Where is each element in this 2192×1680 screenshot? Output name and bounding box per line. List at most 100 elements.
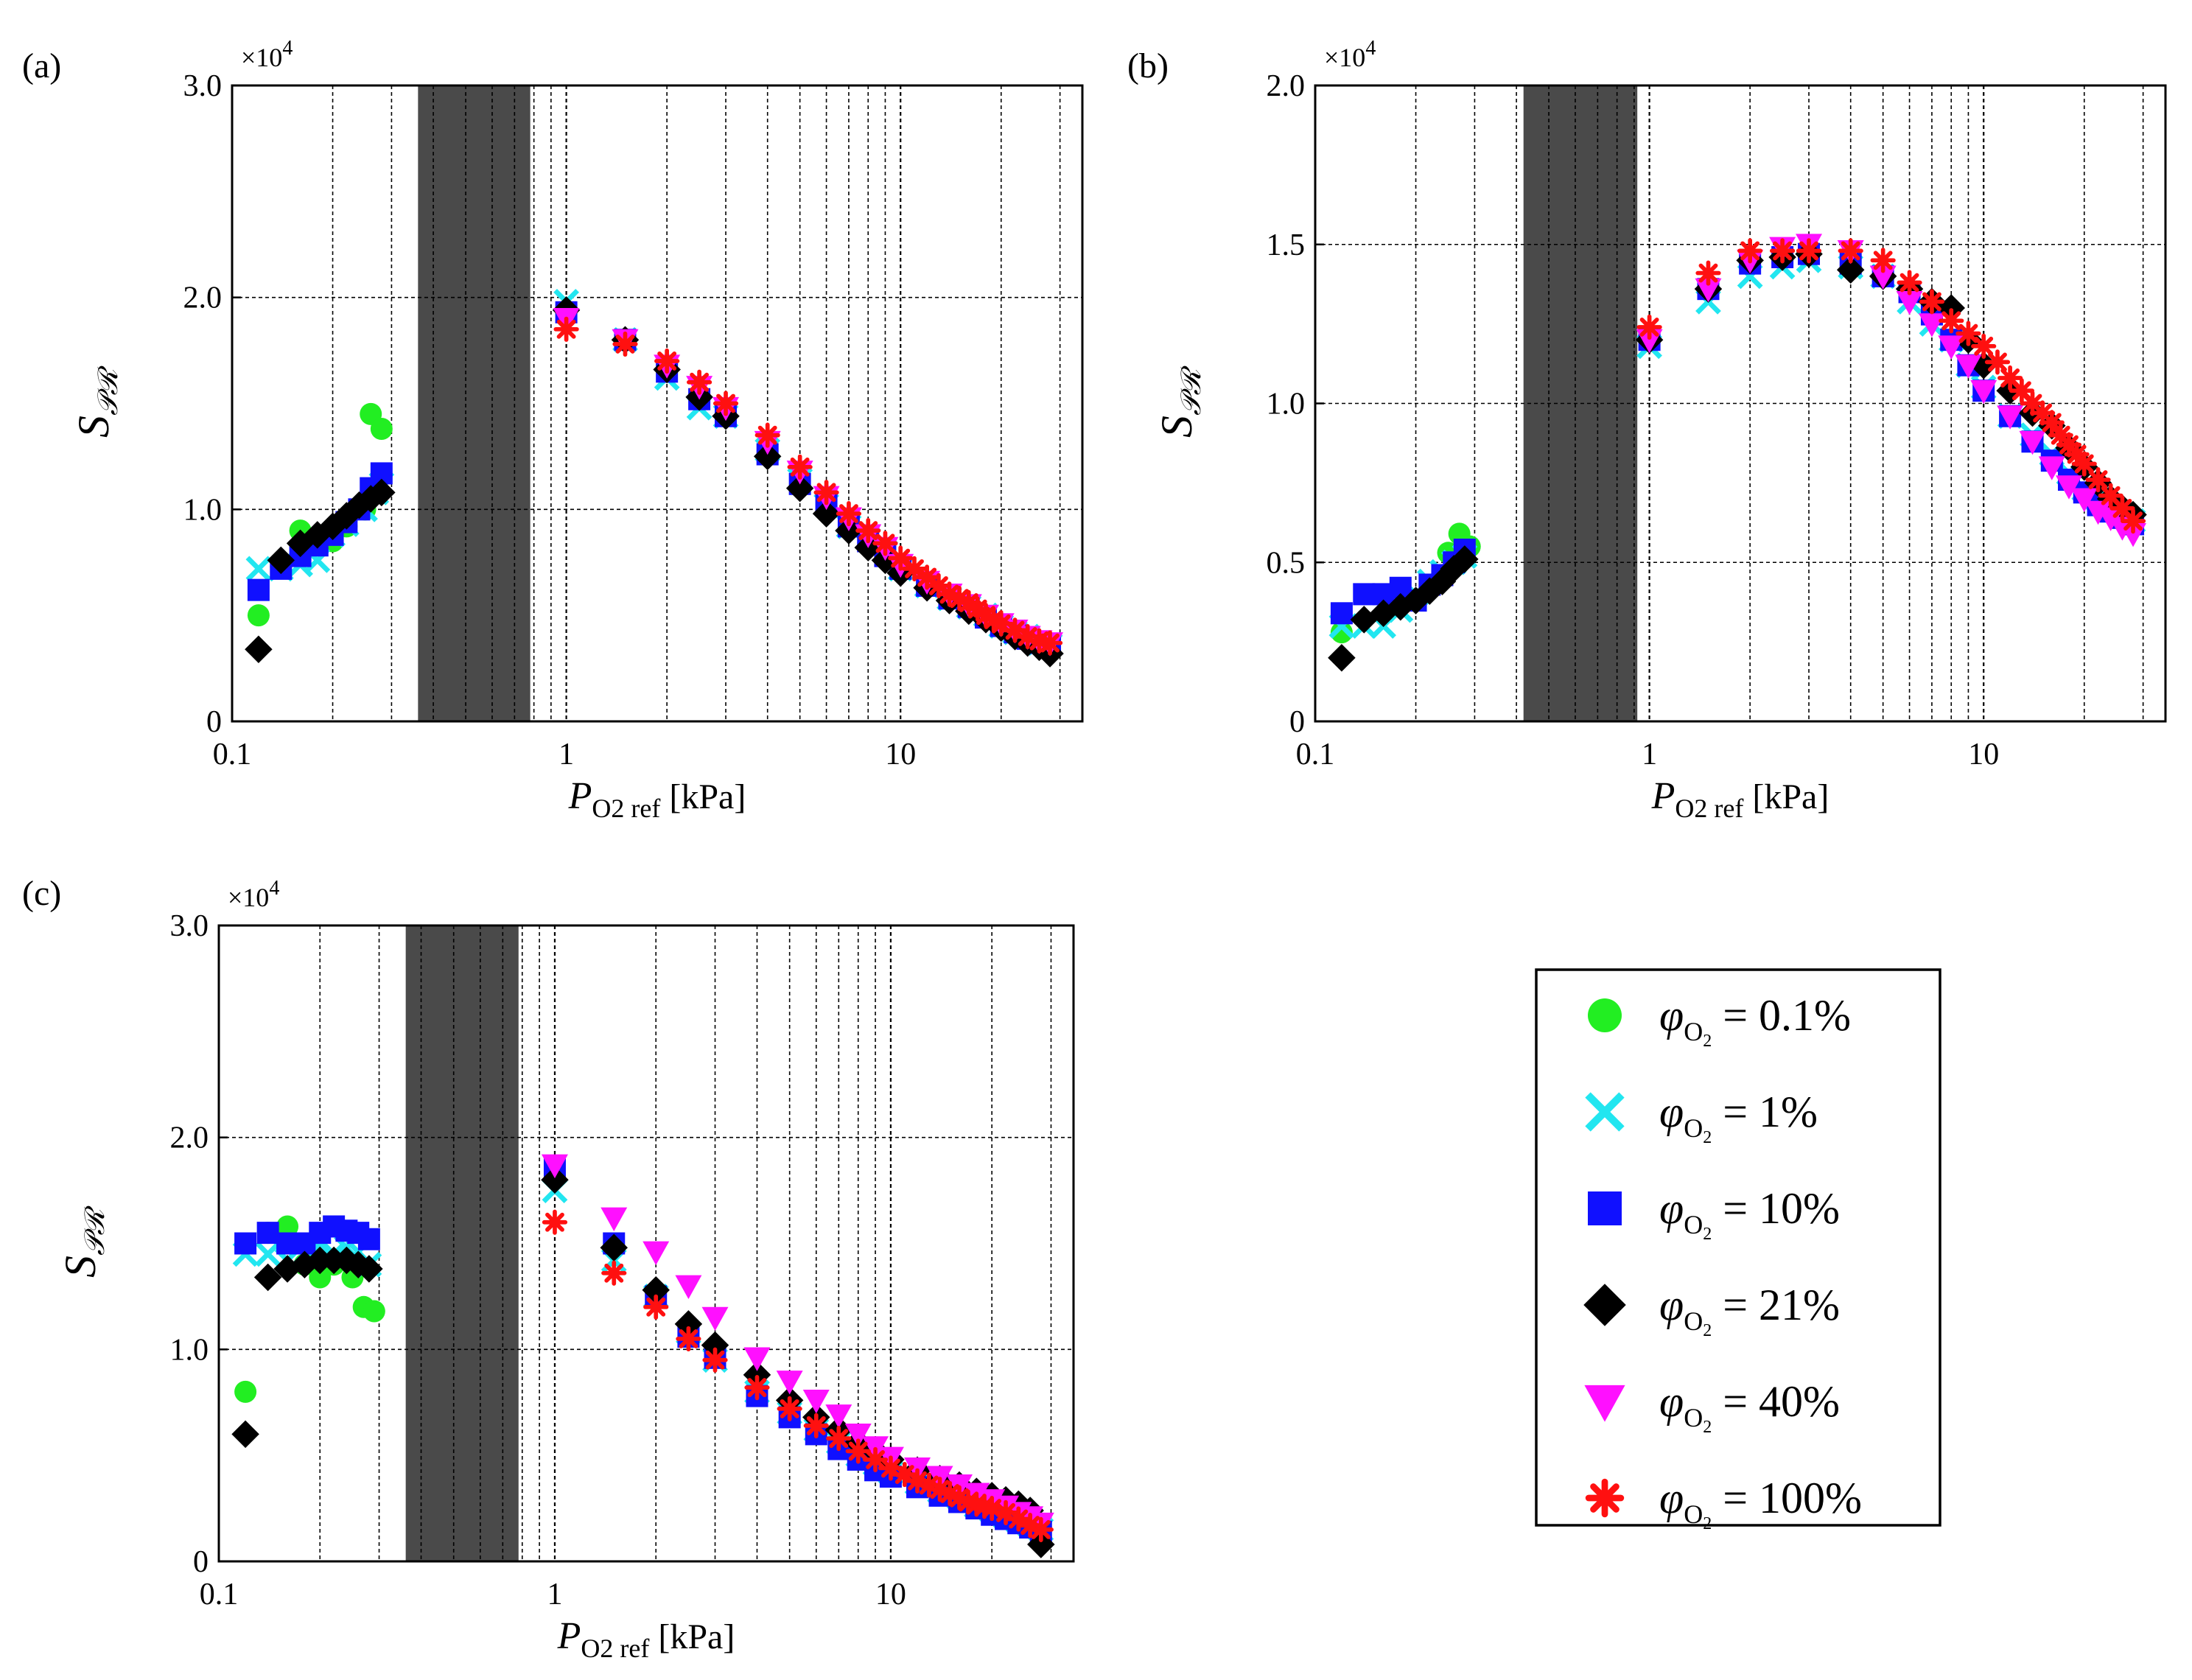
marker-triangle [1918,313,1945,337]
marker-x [255,1241,281,1267]
marker-asterisk [979,1495,1005,1522]
marker-asterisk [872,531,898,556]
x-tick-label: 10 [885,738,916,771]
y-tick-label: 0.5 [1267,546,1306,580]
x-tick-label: 0.1 [213,738,252,771]
marker-asterisk [901,556,928,581]
marker-asterisk [2098,483,2123,508]
y-tick-label: 2.0 [1267,69,1306,103]
marker-asterisk [1897,270,1922,295]
marker-asterisk [2071,451,2097,477]
marker-diamond [253,1263,282,1292]
marker-diamond [267,546,295,575]
marker-triangle [802,1389,830,1414]
marker-asterisk [1002,617,1028,643]
y-tick-label: 1.0 [183,493,223,527]
marker-asterisk [1939,308,1964,334]
x-axis-label: PO2 ref [kPa] [1651,775,1829,823]
marker-diamond [785,474,814,503]
y-tick-label: 3.0 [170,909,209,943]
marker-asterisk [1971,333,1997,359]
marker-asterisk [654,348,680,374]
marker-asterisk [2109,495,2135,521]
marker-asterisk [946,586,973,612]
marker-asterisk [1955,321,1981,346]
marker-square [357,1228,380,1250]
marker-asterisk [878,1455,904,1481]
plot-frame [217,924,1075,1563]
marker-asterisk [946,1485,973,1511]
marker-asterisk [813,480,839,505]
marker-asterisk [1984,349,2011,375]
marker-square [256,1222,279,1245]
marker-asterisk [1585,1478,1625,1518]
legend-item: φO2 = 0.1% [1588,991,1851,1051]
marker-triangle [743,1347,771,1371]
marker-circle [1330,621,1353,644]
marker-triangle [2038,456,2065,480]
legend: φO2 = 0.1% φO2 = 1% φO2 = 10% φO2 = 21% φO2 … [1535,968,1941,1533]
marker-asterisk [1636,314,1662,340]
marker-asterisk [1028,1516,1054,1542]
marker-asterisk [1997,365,2023,391]
y-tick-label: 0 [206,705,222,739]
y-tick-label: 3.0 [183,69,223,103]
marker-circle [234,1380,257,1403]
y-tick-label: 1.0 [1267,388,1306,421]
y-tick-label: 2.0 [183,281,223,315]
marker-square [234,1232,257,1255]
marker-triangle [844,1424,872,1448]
marker-asterisk [1796,238,1822,264]
marker-diamond [355,1255,383,1283]
marker-asterisk [916,1472,942,1498]
y-tick-label: 1.5 [1267,228,1306,262]
x-tick-label: 0.1 [1296,738,1335,771]
marker-asterisk [1026,628,1052,654]
marker-asterisk [988,611,1014,637]
marker-x [245,556,272,582]
marker-diamond [231,1420,259,1449]
marker-asterisk [2009,378,2034,404]
marker-square [247,578,270,601]
panel-label: (c) [22,874,61,913]
marker-diamond [306,1246,335,1275]
marker-circle [276,1215,299,1238]
marker-diamond [541,1166,569,1194]
x-tick-label: 1 [547,1578,562,1611]
marker-triangle [701,1306,729,1331]
marker-diamond [245,635,273,663]
panel-label: (b) [1127,46,1169,85]
shaded-region [405,925,519,1561]
x-axis-label: PO2 ref [kPa] [568,775,746,823]
marker-square [1588,1191,1622,1225]
y-tick-label: 1.0 [170,1333,209,1367]
marker-asterisk [542,1209,568,1235]
marker-triangle [1970,379,1997,405]
marker-circle [370,418,393,441]
x-tick-label: 10 [875,1578,906,1611]
marker-triangle [541,1154,568,1179]
marker-circle [247,604,270,627]
marker-asterisk [2039,410,2065,435]
marker-asterisk [2085,466,2111,493]
marker-asterisk [904,1468,931,1494]
marker-asterisk [2120,508,2146,534]
marker-asterisk [1018,1513,1043,1539]
marker-diamond [1328,643,1356,672]
marker-diamond [642,1276,670,1304]
marker-asterisk [744,1375,770,1401]
legend-frame [1535,968,1941,1527]
marker-asterisk [937,1480,963,1507]
plot-frame [231,84,1084,723]
marker-asterisk [955,1489,981,1515]
x-tick-label: 0.1 [200,1578,239,1611]
y-tick-label: 0 [1289,705,1305,739]
marker-triangle [1869,265,1897,290]
marker-asterisk [702,1347,728,1373]
marker-asterisk [553,316,579,342]
x-tick-label: 1 [1642,738,1657,771]
marker-triangle [675,1275,702,1300]
y-axis-multiplier: ×104 [241,37,293,72]
marker-asterisk [2048,422,2073,448]
